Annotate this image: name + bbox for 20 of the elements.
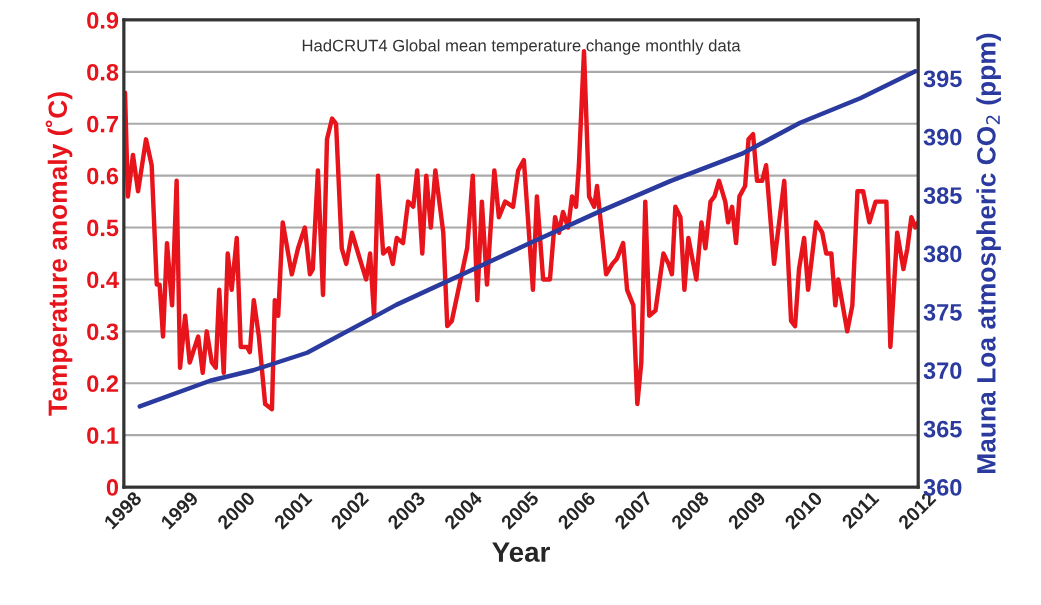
y-tick-label: 0.6: [87, 167, 119, 185]
y2-tick-label: 395: [923, 70, 962, 88]
text: HadCRUT4 Global mean temperature change monthly data: [302, 39, 741, 55]
x-axis-title: Year: [492, 542, 550, 562]
y2-tick-label: 380: [923, 245, 962, 263]
y-tick-label: 0.3: [87, 323, 119, 341]
y-axis-title: Temperature anomaly (˚C): [45, 92, 73, 416]
y-tick-label: 0.9: [87, 12, 119, 29]
y-tick-label: 0.4: [87, 271, 119, 289]
y-tick-label: 0.2: [87, 375, 119, 393]
y2-tick-label: 370: [923, 362, 962, 380]
y2-tick-label: 375: [923, 303, 962, 321]
y2-tick-label: 390: [923, 128, 962, 146]
y2-axis-title: Mauna Loa atmospheric CO$_{2}$ (ppm): [976, 33, 1001, 473]
y-tick-label: 0.1: [87, 427, 119, 444]
y2-tick-label: 385: [923, 187, 962, 204]
y-tick-label: 0.5: [87, 219, 119, 237]
y2-tick-label: 365: [923, 420, 962, 438]
y-tick-label: 0.8: [87, 63, 119, 81]
y-tick-label: 0.7: [87, 115, 118, 133]
